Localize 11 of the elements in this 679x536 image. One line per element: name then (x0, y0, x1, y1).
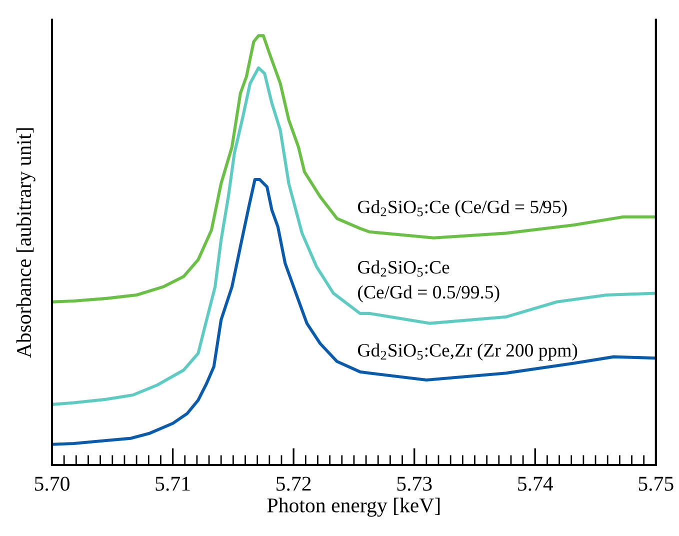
x-tick-label: 5.70 (34, 476, 70, 491)
series-label: Gd$_{2}$SiO$_{5}$:Ce,Zr (Zr 200 ppm) (358, 343, 578, 360)
x-axis-title: Photon energy [keV] (267, 498, 440, 517)
x-tick-label: 5.73 (397, 476, 432, 491)
x-tick-label: 5.72 (276, 476, 311, 491)
series-label: Gd$_{2}$SiO$_{5}$:Ce (Ce/Gd = 5/95) (358, 200, 567, 218)
series-label: Gd$_{2}$SiO$_{5}$:Ce (Ce/Gd = 0.5/99.5) (358, 260, 500, 302)
x-tick-label: 5.71 (156, 476, 190, 491)
y-axis-title: Absorbance [aubitrary unit] (16, 128, 36, 358)
x-tick-label: 5.75 (638, 476, 674, 491)
x-tick-label: 5.74 (518, 476, 554, 491)
